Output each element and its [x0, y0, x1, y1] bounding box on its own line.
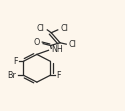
Text: NH: NH — [51, 45, 63, 54]
Text: Cl: Cl — [37, 24, 45, 33]
Text: F: F — [56, 71, 61, 80]
Text: Cl: Cl — [60, 24, 68, 33]
Text: O: O — [34, 38, 40, 47]
Text: F: F — [13, 57, 17, 66]
Text: Br: Br — [7, 71, 16, 80]
Text: Cl: Cl — [68, 40, 76, 49]
